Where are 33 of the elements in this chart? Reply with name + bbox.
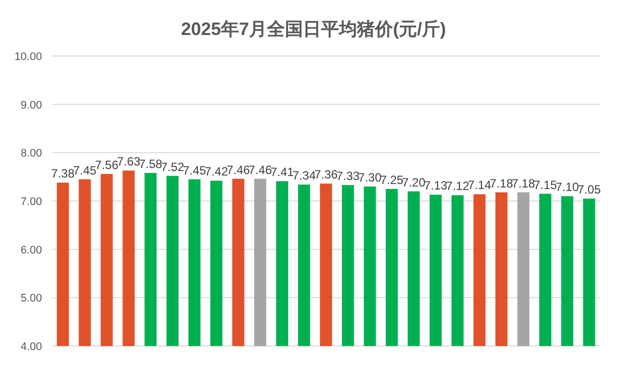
data-label: 7.20 xyxy=(402,175,426,190)
data-label: 7.05 xyxy=(577,182,602,197)
data-label: 7.18 xyxy=(490,176,514,190)
data-label: 7.36 xyxy=(314,168,338,182)
y-tick-label: 4.00 xyxy=(20,341,42,353)
data-label: 7.46 xyxy=(248,162,272,177)
data-label: 7.15 xyxy=(534,178,558,192)
data-label: 7.56 xyxy=(95,158,119,172)
data-label: 7.30 xyxy=(358,170,382,184)
data-label: 7.10 xyxy=(556,180,580,194)
data-label: 7.46 xyxy=(226,162,250,177)
data-label: 7.58 xyxy=(138,156,163,171)
y-tick-label: 7.00 xyxy=(20,196,42,208)
data-label: 7.33 xyxy=(336,169,360,184)
data-label: 7.63 xyxy=(116,154,141,169)
data-label: 7.34 xyxy=(292,168,316,183)
data-label: 7.41 xyxy=(270,165,294,180)
data-label: 7.38 xyxy=(51,166,75,181)
data-label: 7.45 xyxy=(182,163,206,178)
data-label: 7.18 xyxy=(512,176,536,190)
y-tick-label: 10.00 xyxy=(14,51,42,63)
y-tick-label: 5.00 xyxy=(20,292,42,305)
data-label: 7.12 xyxy=(446,179,470,194)
data-label: 7.13 xyxy=(424,178,448,193)
chart-title: 2025年7月全国日平均猪价(元/斤) xyxy=(180,19,446,39)
data-label: 7.25 xyxy=(380,172,404,187)
data-label: 7.45 xyxy=(73,163,97,178)
data-label: 7.52 xyxy=(160,160,184,174)
data-label: 7.42 xyxy=(204,164,228,179)
y-tick-label: 9.00 xyxy=(20,99,42,112)
y-tick-label: 6.00 xyxy=(20,244,42,256)
data-label: 7.14 xyxy=(468,178,492,192)
y-tick-label: 8.00 xyxy=(20,148,42,160)
